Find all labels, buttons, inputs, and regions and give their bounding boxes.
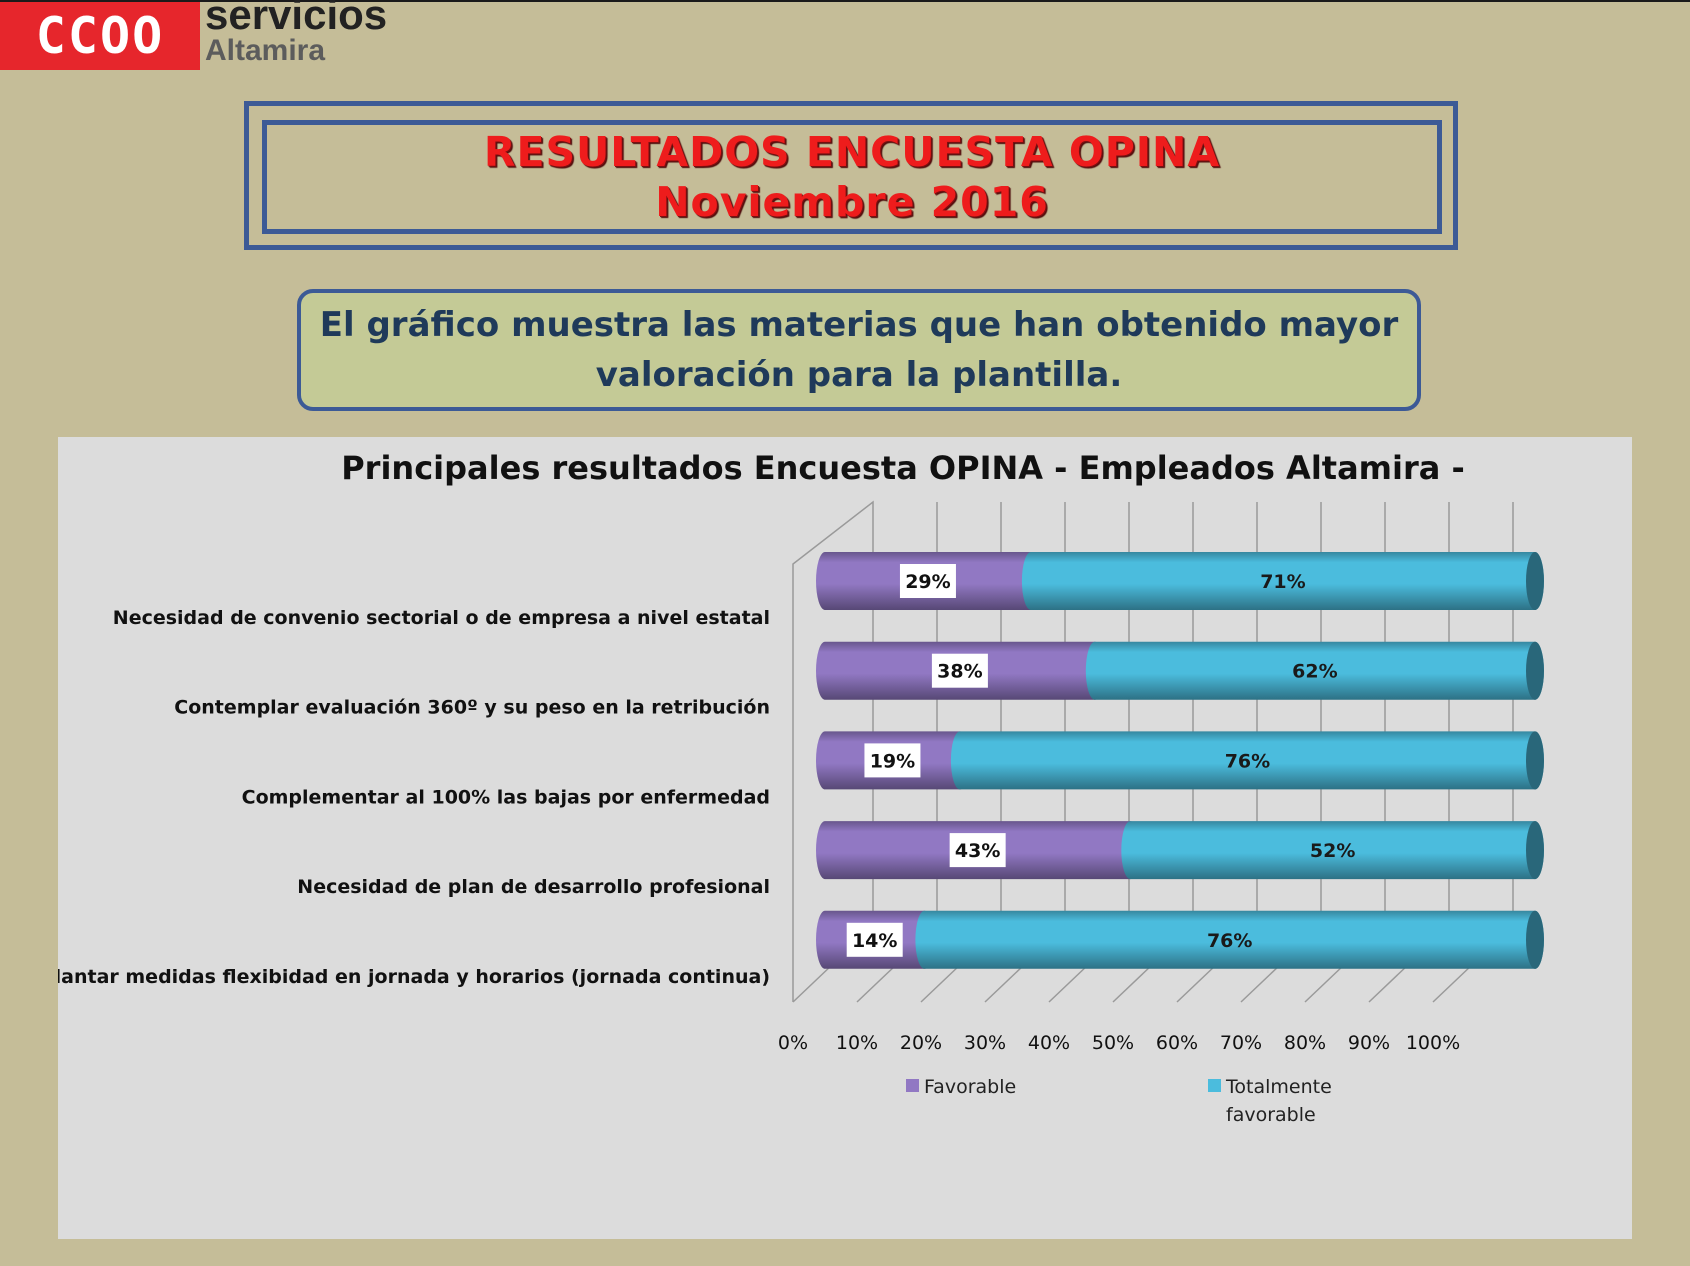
description-line-1: El gráfico muestra las materias que han … xyxy=(319,305,1399,345)
legend-label: Favorable xyxy=(924,1076,1016,1098)
bar-group: 38% 62% xyxy=(816,641,1545,700)
data-label: 52% xyxy=(1310,840,1355,862)
bar-totalmente-favorable xyxy=(950,731,1544,790)
legend-label: favorable xyxy=(1226,1104,1316,1126)
description-line-2: valoración para la plantilla. xyxy=(595,355,1123,395)
bar-totalmente-favorable xyxy=(915,910,1544,969)
stacked-bar-chart: 29% 71% 38% 62% 19% 76% 43% 52% 14% 76% Necesidad… xyxy=(14,449,1545,1126)
data-label: 38% xyxy=(937,661,982,683)
bar-group: 14% 76% xyxy=(816,910,1544,969)
x-tick-label: 90% xyxy=(1348,1032,1390,1054)
data-label-box xyxy=(949,833,1006,868)
legend-item: Favorable xyxy=(906,1076,1016,1098)
bar-group: 43% 52% xyxy=(816,821,1544,880)
legend-label: Totalmente xyxy=(1225,1076,1332,1098)
category-label: Contemplar evaluación 360º y su peso en … xyxy=(174,697,770,719)
bar-group: 29% 71% xyxy=(816,552,1544,610)
data-label: 71% xyxy=(1260,571,1305,593)
x-tick-label: 100% xyxy=(1406,1032,1460,1054)
legend: Favorable Totalmente favorable xyxy=(906,1076,1332,1126)
bar-totalmente-favorable xyxy=(1121,821,1544,880)
bar-end-cap xyxy=(1526,641,1544,700)
legend-item: Totalmente favorable xyxy=(1208,1076,1332,1126)
bar-group: 19% 76% xyxy=(816,731,1544,790)
x-tick-label: 10% xyxy=(836,1032,878,1054)
x-tick-label: 60% xyxy=(1156,1032,1198,1054)
description-box: El gráfico muestra las materias que han … xyxy=(297,289,1421,411)
chart-panel: 29% 71% 38% 62% 19% 76% 43% 52% 14% 76% Necesidad… xyxy=(14,437,1632,1239)
data-label-box xyxy=(864,743,921,778)
data-label-box xyxy=(899,564,956,598)
data-label: 76% xyxy=(1225,750,1270,772)
x-tick-label: 70% xyxy=(1220,1032,1262,1054)
data-label: 76% xyxy=(1207,930,1252,952)
category-label: Complementar al 100% las bajas por enfer… xyxy=(242,786,770,808)
bar-end-cap xyxy=(1526,731,1544,790)
x-axis-ticks: 0% 10% 20% 30% 40% 50% 60% 70% 80% 90% 100% xyxy=(778,1032,1460,1054)
data-label: 29% xyxy=(905,571,950,593)
bar-end-cap xyxy=(1526,821,1544,880)
data-label: 14% xyxy=(852,930,897,952)
legend-swatch xyxy=(906,1079,919,1092)
side-wall xyxy=(792,500,874,1002)
x-tick-label: 20% xyxy=(900,1032,942,1054)
chart-title: Principales resultados Encuesta OPINA - … xyxy=(341,449,1465,487)
bars: 29% 71% 38% 62% 19% 76% 43% 52% 14% 76% xyxy=(816,552,1545,969)
top-border xyxy=(0,0,1690,2)
bar-end-cap xyxy=(1526,910,1544,969)
title-frame: RESULTADOS ENCUESTA OPINA Noviembre 2016 xyxy=(262,120,1442,234)
bar-totalmente-favorable xyxy=(1021,552,1544,610)
data-label: 62% xyxy=(1292,661,1337,683)
ccoo-logo: CCOO xyxy=(0,2,200,70)
category-label: Necesidad de plan de desarrollo profesio… xyxy=(297,876,770,898)
data-label-box xyxy=(846,922,903,957)
x-tick-label: 40% xyxy=(1028,1032,1070,1054)
logo-word: servicios xyxy=(205,0,388,38)
category-label: Necesidad de convenio sectorial o de emp… xyxy=(113,607,770,629)
legend-swatch xyxy=(1208,1079,1221,1092)
bar-end-cap xyxy=(1526,552,1544,610)
x-tick-label: 50% xyxy=(1092,1032,1134,1054)
bar-totalmente-favorable xyxy=(1085,641,1545,700)
logo-subtitle: Altamira xyxy=(205,34,326,67)
title-frame-outer xyxy=(244,101,1458,250)
data-label-box xyxy=(931,653,988,688)
x-tick-label: 0% xyxy=(778,1032,808,1054)
page-title: RESULTADOS ENCUESTA OPINA xyxy=(483,128,1221,176)
data-label: 19% xyxy=(870,750,915,772)
category-labels: Necesidad de convenio sectorial o de emp… xyxy=(14,607,770,988)
logo-mark: CCOO xyxy=(35,7,165,65)
category-label: Implantar medidas flexibidad en jornada … xyxy=(58,966,770,988)
page-date: Noviembre 2016 xyxy=(655,178,1049,226)
x-tick-label: 80% xyxy=(1284,1032,1326,1054)
x-tick-label: 30% xyxy=(964,1032,1006,1054)
data-label: 43% xyxy=(955,840,1000,862)
